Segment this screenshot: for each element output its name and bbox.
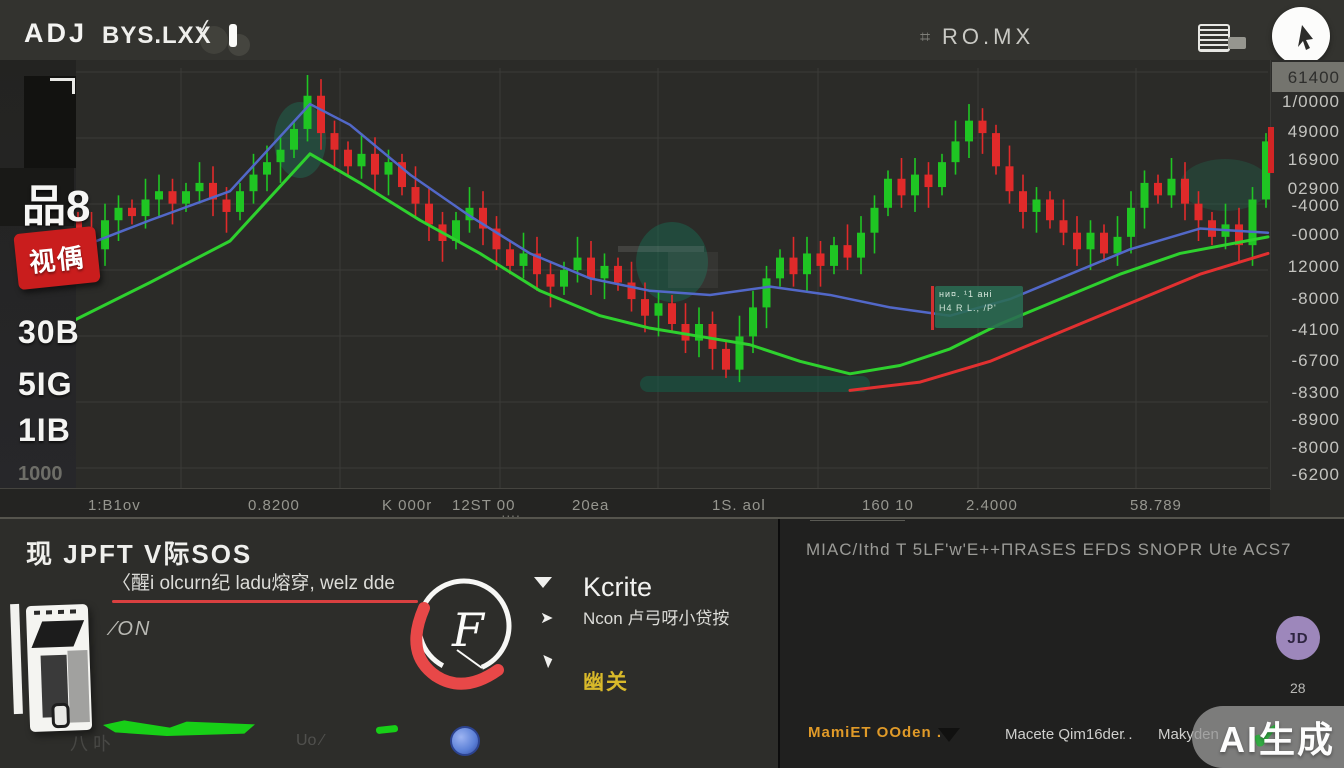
time-tick: 12ST 00 (452, 497, 516, 514)
annotation-line-2: Н4 R L., /Р' (939, 303, 997, 313)
instrument-tag[interactable]: 幽关 (583, 671, 629, 694)
time-tick: 2.4000 (966, 497, 1018, 514)
watermark-text: AI生成 (1218, 719, 1335, 760)
watermark-pill: ✔ AI生成 (1192, 706, 1344, 768)
news-panel-title: MIAC/Ithd T 5LF'w'E++ПRASES EFDS SNOPR U… (806, 540, 1292, 559)
footer-chevron-down-icon[interactable] (938, 728, 960, 742)
symbol-check-icon: ✓ (194, 14, 215, 40)
watchlist-icon[interactable] (1198, 24, 1230, 52)
time-tick: 1:B1ov (88, 497, 141, 514)
avatar-initials: JD (1287, 629, 1309, 647)
sidebar-glyph: 品8 (22, 182, 91, 231)
price-tick: -0000 (1291, 225, 1340, 244)
thumb-shadow (67, 649, 90, 723)
last-price-chip (1272, 62, 1344, 92)
price-tick: -4000 (1291, 196, 1340, 215)
watchlist-icon-tab (1228, 37, 1246, 49)
price-tick: -6200 (1291, 465, 1340, 484)
footer-secondary-label[interactable]: Macete Qim16der . (1005, 726, 1133, 743)
time-tick: 0.8200 (248, 497, 300, 514)
orders-panel-title: 现 JPFT V际SOS (26, 539, 253, 569)
time-tick: 160 10 (862, 497, 914, 514)
annotation-line-1: ни¤. ¹1 ані (939, 289, 993, 299)
price-tick: -8000 (1291, 289, 1340, 308)
order-input-sub: ⁄ON (112, 618, 152, 640)
instrument-title[interactable]: Kcrite (583, 572, 653, 602)
news-panel-dash (810, 520, 905, 521)
sidebar-badge-label: 视偊 (27, 241, 87, 278)
chart-ghost-text (618, 246, 704, 252)
candlestick-chart (73, 68, 1270, 488)
price-tick: -8000 (1291, 438, 1340, 457)
price-tick: 02900 (1287, 179, 1340, 198)
price-tick: -8300 (1291, 383, 1340, 402)
cursor-caret (229, 24, 237, 47)
gauge-letter: F (451, 603, 486, 657)
instrument-subtitle: Ncon 卢弓呀小贷按 (583, 609, 730, 628)
price-tick: -8900 (1291, 410, 1340, 429)
product-thumbnail[interactable] (25, 603, 93, 733)
price-tick: 12000 (1287, 257, 1340, 276)
volume-label-1: 30B (18, 314, 80, 350)
time-tick: K 000r (382, 497, 433, 514)
time-axis[interactable] (0, 488, 1270, 519)
price-tick: 1/0000 (1282, 92, 1340, 111)
volume-label-2: 5IG (18, 366, 73, 402)
market-label[interactable]: RO.MX (942, 24, 1035, 49)
profile-button[interactable] (1272, 7, 1330, 65)
sidebar-badge[interactable]: 视偊 (13, 225, 101, 291)
row-arrow-icon[interactable]: ➤ (540, 610, 554, 627)
price-tick: 61400 (1287, 68, 1340, 87)
symbol-label[interactable]: BYS.LXX (102, 22, 212, 49)
thumb-clip-icon (51, 702, 71, 729)
chevron-down-icon[interactable] (534, 577, 552, 588)
panel-footer-hint-2: Uo ⁄ (296, 732, 324, 749)
price-tick: -6700 (1291, 351, 1340, 370)
time-tick: 20ea (572, 497, 610, 514)
green-highlight-stripe (103, 720, 255, 736)
thumb-dashes (33, 609, 81, 615)
sidebar-corner-glyph (50, 78, 75, 94)
input-underline (112, 600, 418, 603)
axis-edge-candle (1268, 127, 1274, 173)
volume-label-4: 1000 (18, 463, 63, 485)
globe-icon[interactable] (450, 726, 480, 756)
market-hash-icon: ⌗ (920, 27, 931, 47)
order-input-text: 〈醒i olcurn纪 ladu熔穿, welz dde (112, 573, 395, 594)
price-tick: 16900 (1287, 150, 1340, 169)
volume-label-3: 1IB (18, 412, 71, 448)
thumb-slab (31, 620, 85, 648)
notification-count: 28 (1290, 680, 1306, 696)
watermark-check-icon: ✔ (1250, 715, 1284, 759)
price-tick: -4100 (1291, 320, 1340, 339)
symbol-bubble-1 (200, 26, 228, 54)
cursor-arrow-icon (1298, 25, 1313, 50)
panel-footer-hint-1: 八 卟 (70, 734, 112, 754)
chart-annotation[interactable]: ни¤. ¹1 ані Н4 R L., /Р' (935, 286, 1023, 328)
footer-dropdown-label[interactable]: MamiET OOden . (808, 724, 943, 741)
progress-gauge: F (410, 578, 512, 690)
chart-ghost-box (668, 252, 718, 288)
footer-dot: . (1122, 726, 1127, 743)
panel-divider (0, 517, 1344, 519)
time-tick: 58.789 (1130, 497, 1182, 514)
order-input-field[interactable]: 〈醒i olcurn纪 ladu熔穿, welz dde (112, 568, 420, 604)
avatar[interactable]: JD (1276, 616, 1320, 660)
chart-annotation-marker (931, 286, 934, 330)
price-axis[interactable] (1270, 60, 1344, 490)
time-tick: 1S. aol (712, 497, 766, 514)
sidebar-block-1 (24, 76, 76, 168)
app-logo: ADJ (24, 18, 88, 48)
sidebar-block-2 (0, 168, 74, 226)
price-tick: 49000 (1287, 122, 1340, 141)
